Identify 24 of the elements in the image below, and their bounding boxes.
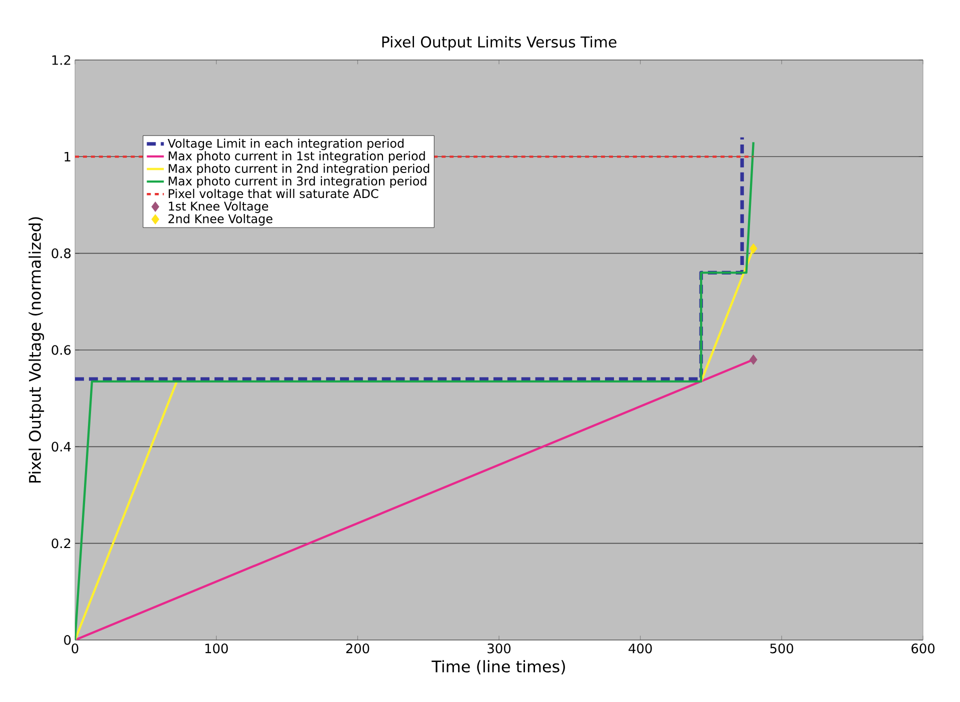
legend-label: 2nd Knee Voltage <box>168 214 272 226</box>
x-tick-label: 600 <box>912 644 934 654</box>
y-tick-label: 0 <box>64 635 71 645</box>
y-tick-label: 0.4 <box>52 442 71 452</box>
x-tick-label: 400 <box>628 644 652 654</box>
x-tick-label: 300 <box>488 644 510 654</box>
x-tick-label: 100 <box>205 644 228 654</box>
chart-title: Pixel Output Limits Versus Time <box>382 36 616 50</box>
x-tick-label: 500 <box>770 644 794 654</box>
y-tick-label: 0.8 <box>52 248 71 258</box>
legend-label: 1st Knee Voltage <box>168 201 268 213</box>
x-tick-label: 200 <box>346 644 370 654</box>
y-tick-label: 1 <box>64 152 70 162</box>
x-axis-title: Time (line times) <box>432 660 565 674</box>
legend-label: Max photo current in 2nd integration period <box>168 164 430 176</box>
x-tick-label: 0 <box>72 644 78 654</box>
y-tick-label: 0.2 <box>52 538 70 548</box>
y-tick-label: 0.6 <box>52 345 71 355</box>
legend-label: Max photo current in 3rd integration period <box>168 176 426 188</box>
legend-label: Voltage Limit in each integration period <box>168 138 404 150</box>
y-axis-title: Pixel Output Voltage (normalized) <box>28 217 44 483</box>
legend-label: Max photo current in 1st integration period <box>168 151 425 163</box>
y-tick-label: 1.2 <box>52 55 70 65</box>
legend-label: Pixel voltage that will saturate ADC <box>168 188 378 200</box>
